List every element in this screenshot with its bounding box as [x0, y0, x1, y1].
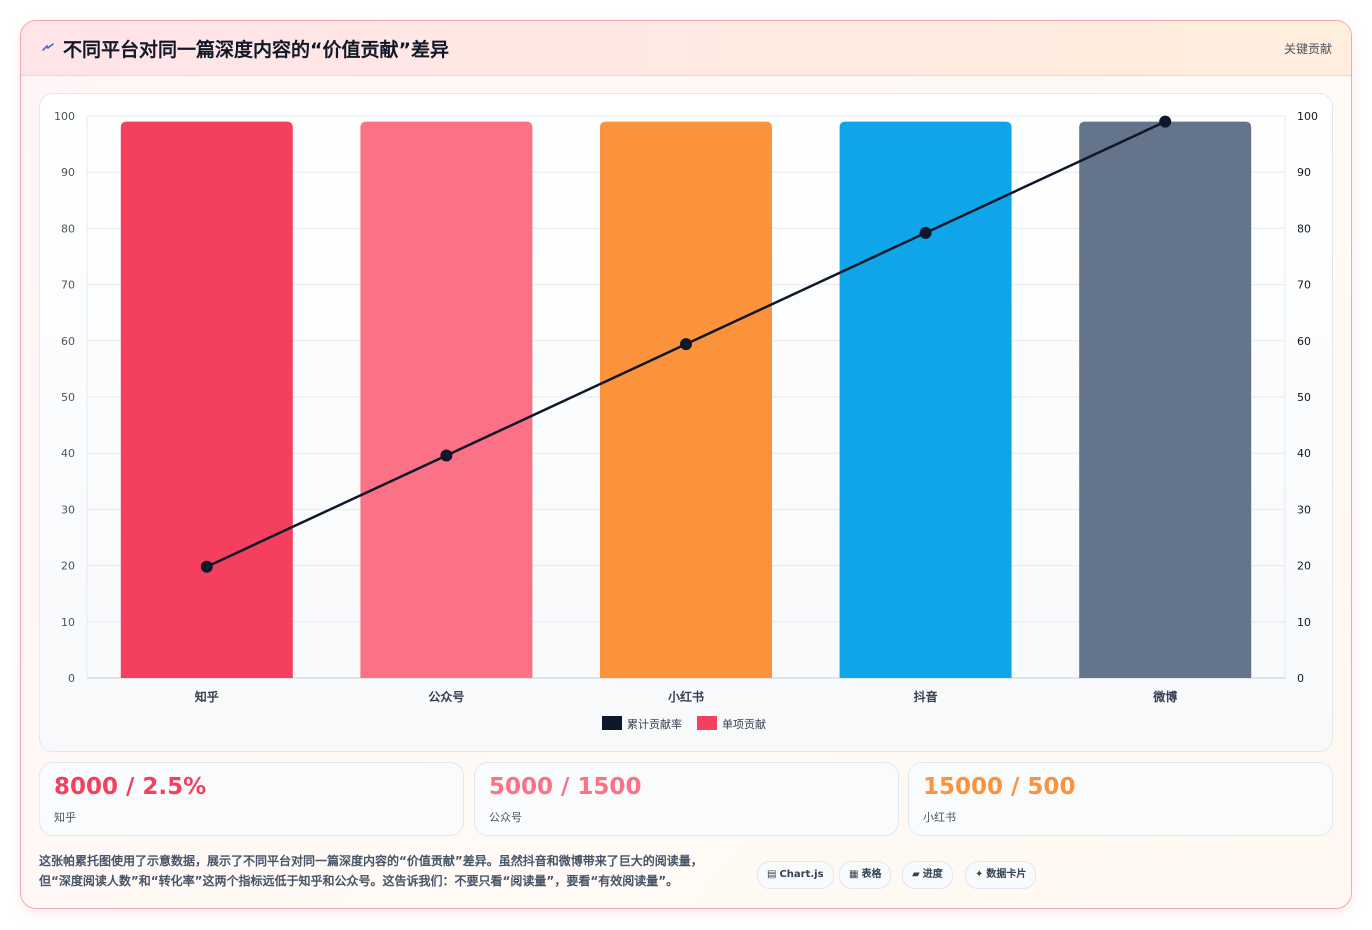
stat-label: 小红书	[923, 811, 956, 824]
table-icon: ▦	[849, 869, 859, 880]
sparkle-icon: ✦	[975, 869, 984, 880]
legend-label: 单项贡献	[722, 717, 766, 731]
bar-2	[600, 121, 772, 679]
y2-tick-label: 30	[1297, 503, 1311, 516]
stat-card-gongzhonghao: 5000 / 1500 公众号	[474, 762, 899, 836]
y2-tick-label: 10	[1297, 616, 1311, 629]
header-tag: 关键贡献	[1283, 42, 1332, 56]
legend-swatch-line	[602, 716, 622, 730]
chip-label: Chart.js	[779, 869, 824, 880]
stat-label: 知乎	[54, 811, 76, 824]
x-tick-label: 公众号	[428, 689, 464, 704]
y-tick-label: 90	[61, 166, 75, 179]
chip-table[interactable]: ▦ 表格	[839, 861, 892, 889]
legend-label: 累计贡献率	[627, 717, 682, 731]
description-line: 但“深度阅读人数”和“转化率”这两个指标远低于知乎和公众号。这告诉我们：不要只看…	[39, 874, 679, 888]
stat-card-xiaohongshu: 15000 / 500 小红书	[908, 762, 1333, 836]
chart-icon: ▤	[767, 869, 777, 880]
chip-chartjs[interactable]: ▤ Chart.js	[757, 861, 834, 889]
chip-data-card[interactable]: ✦ 数据卡片	[965, 861, 1037, 889]
bar-3	[839, 121, 1012, 679]
stat-value: 15000 / 500	[923, 774, 1076, 800]
stat-label: 公众号	[489, 811, 522, 824]
stat-value: 5000 / 1500	[489, 774, 642, 800]
y2-tick-label: 100	[1297, 110, 1318, 123]
y2-tick-label: 20	[1297, 560, 1311, 573]
y2-tick-label: 40	[1297, 447, 1311, 460]
y-tick-label: 80	[61, 222, 75, 235]
chart-description: 这张帕累托图使用了示意数据，展示了不同平台对同一篇深度内容的“价值贡献”差异。虽…	[39, 851, 759, 891]
bar-0	[120, 121, 293, 679]
page-title: 不同平台对同一篇深度内容的“价值贡献”差异	[63, 39, 449, 61]
description-line: 这张帕累托图使用了示意数据，展示了不同平台对同一篇深度内容的“价值贡献”差异。虽…	[39, 854, 703, 868]
y2-tick-label: 60	[1297, 335, 1311, 348]
card-header: 不同平台对同一篇深度内容的“价值贡献”差异 关键贡献	[21, 21, 1351, 76]
chart-card: 不同平台对同一篇深度内容的“价值贡献”差异 关键贡献 0 10 20 30 40 50 60…	[20, 20, 1352, 909]
y-tick-label: 20	[61, 560, 75, 573]
y-tick-label: 50	[61, 391, 75, 404]
y2-tick-label: 0	[1297, 672, 1304, 685]
chip-label: 数据卡片	[986, 869, 1027, 880]
chip-label: 表格	[861, 869, 882, 880]
y-tick-label: 70	[61, 279, 75, 292]
line-point-0	[200, 560, 213, 573]
stat-value: 8000 / 2.5%	[54, 774, 207, 800]
x-tick-label: 知乎	[194, 689, 219, 704]
y-tick-label: 40	[61, 447, 75, 460]
x-tick-label: 抖音	[914, 689, 938, 704]
chip-label: 进度	[922, 869, 943, 880]
y-tick-label: 10	[61, 616, 75, 629]
y-tick-label: 60	[61, 335, 75, 348]
y2-tick-label: 90	[1297, 166, 1311, 179]
chart-container: 0 10 20 30 40 50 60 70 80 90 100 0 10 20 30 40 50 60 70 80 9…	[39, 93, 1333, 752]
bar-4	[1079, 121, 1252, 679]
y2-tick-label: 70	[1297, 279, 1311, 292]
line-point-1	[440, 449, 453, 462]
line-point-2	[680, 338, 692, 351]
line-point-3	[919, 226, 932, 239]
y-tick-label: 100	[54, 110, 75, 123]
x-tick-label: 小红书	[668, 689, 704, 704]
y-tick-label: 0	[68, 672, 75, 685]
y2-tick-label: 80	[1297, 222, 1311, 235]
y-tick-label: 30	[61, 503, 75, 516]
y2-tick-label: 50	[1297, 391, 1311, 404]
x-tick-label: 微博	[1152, 689, 1177, 704]
stat-card-zhihu: 8000 / 2.5% 知乎	[39, 762, 464, 836]
lightning-icon	[42, 43, 54, 51]
line-point-4	[1159, 115, 1172, 128]
legend-swatch-bar	[697, 716, 717, 730]
bar-1	[360, 121, 533, 679]
progress-icon: ▰	[912, 869, 920, 880]
chip-progress[interactable]: ▰ 进度	[902, 861, 953, 889]
pareto-chart: 0 10 20 30 40 50 60 70 80 90 100 0 10 20 30 40 50 60 70 80 9…	[54, 110, 1318, 731]
